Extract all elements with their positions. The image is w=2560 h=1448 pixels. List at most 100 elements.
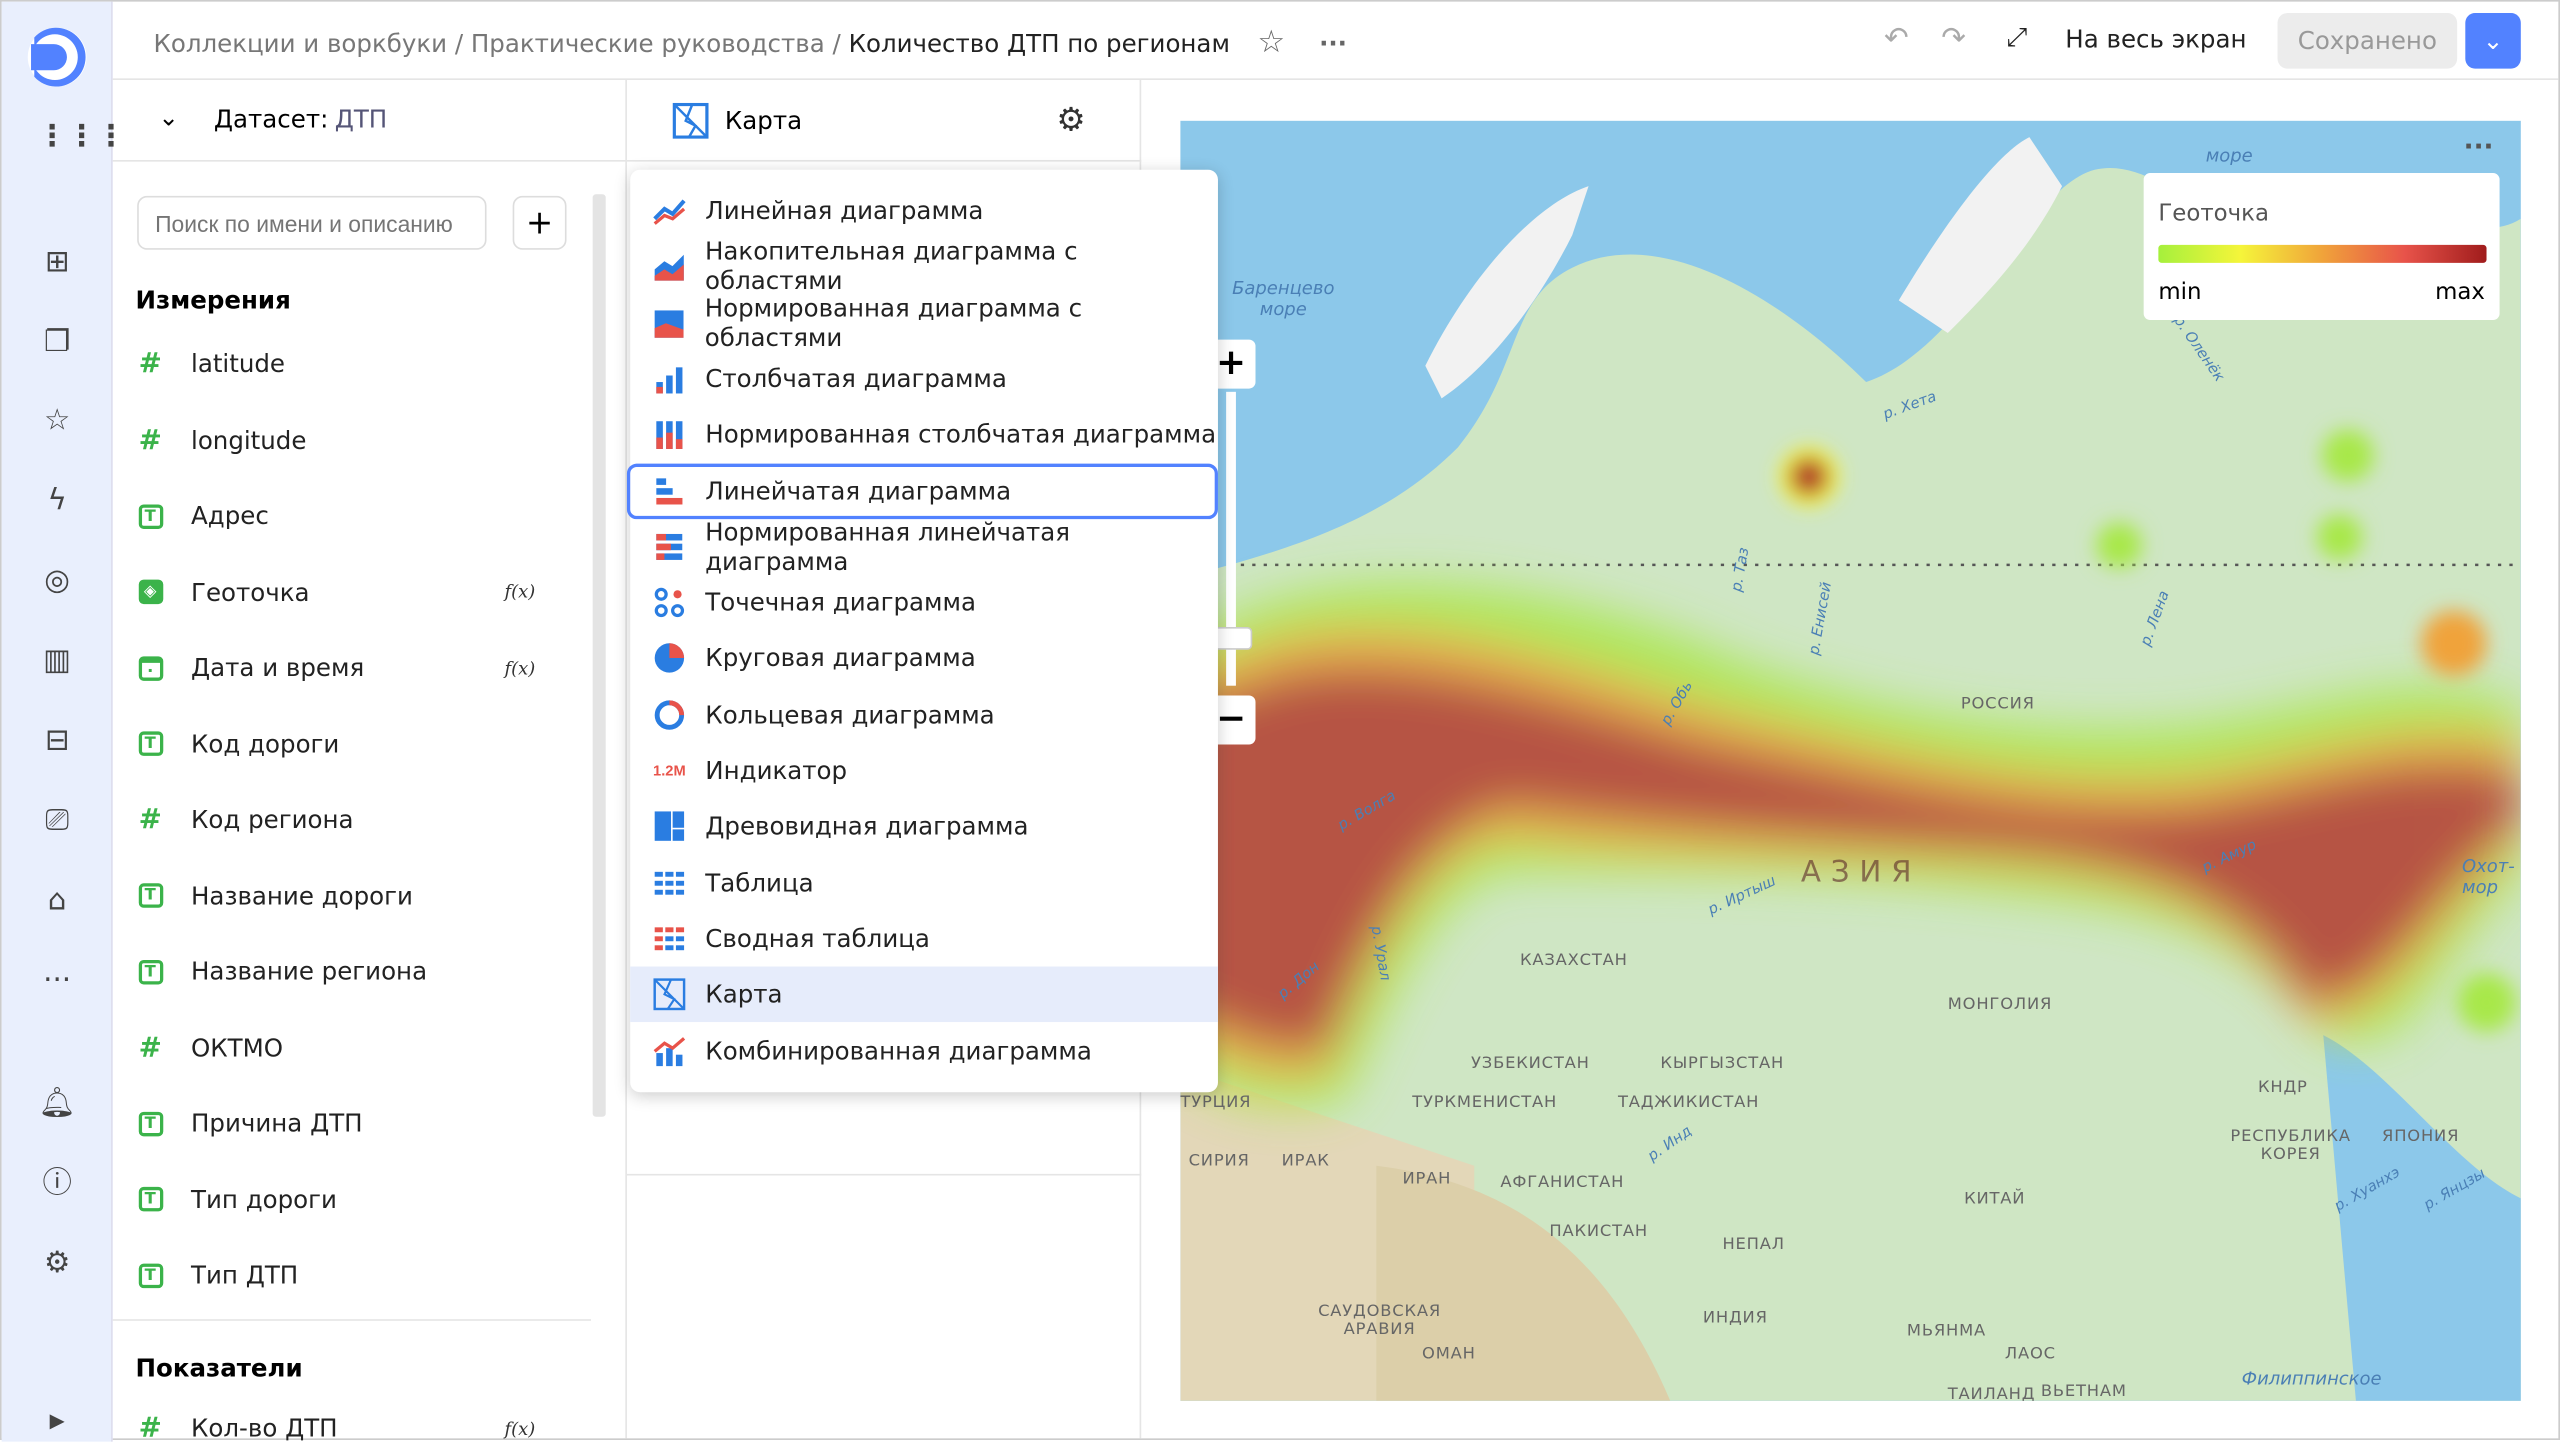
field-name: Тип дороги [191,1184,337,1214]
chart-type-item[interactable]: Линейчатая диаграмма [626,462,1218,519]
dimension-field[interactable]: # ОКТМО [136,1028,284,1067]
chart-type-item[interactable]: Кольцевая диаграмма [630,687,1218,743]
bell-icon[interactable]: 🔔︎ [38,1085,76,1120]
legend-min: min [2158,279,2202,306]
dimension-field[interactable]: # longitude [136,420,307,459]
monitoring-icon[interactable]: ⎚ [45,803,69,838]
dimension-field[interactable]: T Название региона [136,952,427,991]
dimension-field[interactable]: # Код региона [136,800,354,839]
chart-type-label: Карта [705,979,783,1010]
legend-gradient [2158,244,2487,263]
breadcrumb-item[interactable]: Практические руководства [470,29,825,59]
chart-type-label: Сводная таблица [705,923,930,954]
star-icon[interactable]: ☆ [1257,24,1286,61]
dimension-field[interactable]: T Адрес [136,496,269,535]
field-name: ОКТМО [191,1032,284,1063]
dashboards-icon[interactable]: ⊞ [44,244,70,280]
dimension-field[interactable]: · Дата и время f(x) [136,648,535,687]
svg-text:1.2M: 1.2M [653,764,686,780]
chart-type-item[interactable]: Древовидная диаграмма [630,799,1218,855]
dimension-field[interactable]: ◈ Геоточка f(x) [136,572,535,611]
chevron-down-icon[interactable]: ⌄ [158,102,179,133]
more-icon[interactable]: ··· [43,963,72,998]
help-icon[interactable]: ⓘ [42,1165,72,1200]
map-label: ТУРЦИЯ [1180,1093,1252,1112]
chart-type-dropdown: Линейная диаграмма Накопительная диаграмм… [626,169,1218,1093]
dataset-name[interactable]: ДТП [334,104,388,134]
redo-icon[interactable]: ↷ [1941,21,1966,56]
area-chart-icon [654,255,684,282]
scrollbar[interactable] [592,194,606,1117]
chart-type-item[interactable]: Нормированная диаграмма с областями [630,293,1218,352]
dimension-field[interactable]: T Тип дороги [136,1180,337,1219]
chart-type-item[interactable]: Сводная таблица [630,911,1218,967]
string-type-icon: T [136,729,165,758]
chart-type-item[interactable]: Нормированная линейчатая диаграмма [630,517,1218,576]
zoom-slider-handle[interactable] [1213,626,1253,650]
add-field-button[interactable]: + [512,195,567,250]
field-name: Адрес [191,501,269,531]
chart-type-label: Накопительная диаграмма с областями [704,237,1078,296]
chart-type-label: Нормированная линейчатая диаграмма [705,517,1070,576]
map-label: СИРИЯ [1188,1152,1250,1171]
chart-type-item[interactable]: Таблица [630,855,1218,911]
dimension-field[interactable]: # latitude [136,344,285,383]
save-dropdown-button[interactable]: ⌄ [2465,13,2521,69]
map-legend: Геоточка min max [2143,173,2500,320]
zoom-slider[interactable] [1226,391,1236,686]
chart-type-item[interactable]: Комбинированная диаграмма [630,1023,1218,1079]
formula-icon: f(x) [504,581,536,603]
apps-grid-icon[interactable]: ⋮⋮⋮ [37,119,126,154]
connections-icon[interactable]: ϟ [47,483,67,518]
fullscreen-icon[interactable]: ⤢ [2006,21,2028,53]
chart-type-item[interactable]: Нормированная столбчатая диаграмма [630,407,1218,463]
dimension-field[interactable]: T Название дороги [136,876,413,915]
more-icon[interactable]: ··· [1319,29,1348,59]
chart-type-label: Нормированная диаграмма с областями [704,293,1083,352]
chart-type-item[interactable]: Накопительная диаграмма с областями [630,237,1218,296]
reports-icon[interactable]: ⊟ [44,723,70,758]
folder-icon[interactable]: ⌂ [47,883,67,918]
chart-type-item[interactable]: Круговая диаграмма [630,631,1218,687]
table-icon [654,871,685,895]
normalized-bar-icon [656,533,683,560]
collections-icon[interactable]: ❐ [43,324,71,360]
logo[interactable] [24,24,89,89]
chart-type-item[interactable]: Столбчатая диаграмма [630,351,1218,407]
chart-type-item[interactable]: Карта [630,966,1218,1023]
chart-type-item[interactable]: Линейная диаграмма [630,183,1218,239]
chart-type-item[interactable]: 1.2M Индикатор [630,743,1218,799]
saved-button[interactable]: Сохранено [2277,13,2458,69]
map-label: ОМАН [1422,1345,1476,1364]
breadcrumb-item[interactable]: Коллекции и воркбуки [153,29,448,59]
page-title: Количество ДТП по регионам [848,29,1230,59]
map[interactable]: Баренцево море море Филиппинское Охот- м… [1180,120,2521,1401]
dimension-field[interactable]: T Причина ДТП [136,1104,363,1143]
map-canvas[interactable] [1180,121,2521,1401]
settings-icon[interactable]: ⚙ [43,1245,71,1280]
expand-icon[interactable]: ▶ [49,1408,65,1432]
map-label: ЯПОНИЯ [2382,1128,2460,1147]
measure-field[interactable]: # Кол-во ДТП f(x) [136,1409,536,1448]
string-type-icon: T [136,1184,165,1213]
gear-icon[interactable]: ⚙ [1056,99,1086,139]
line-chart-icon [653,199,686,225]
favorites-icon[interactable]: ☆ [43,403,71,438]
formula-icon: f(x) [504,657,536,679]
formula-icon: f(x) [504,1417,536,1440]
undo-icon[interactable]: ↶ [1884,21,1909,56]
field-name: Кол-во ДТП [191,1413,338,1444]
dimension-field[interactable]: T Код дороги [136,724,339,763]
chart-type-item[interactable]: Точечная диаграмма [630,575,1218,631]
string-type-icon: T [136,501,165,530]
search-input[interactable] [137,195,487,250]
charts-icon[interactable]: ▥ [43,643,72,678]
chart-type-label: Индикатор [705,755,848,786]
datasets-icon[interactable]: ◎ [44,563,70,598]
fullscreen-button[interactable]: На весь экран [2065,24,2247,54]
dimension-field[interactable]: T Тип ДТП [136,1256,298,1295]
dataset-header[interactable]: ⌄ Датасет: ДТП [112,80,627,162]
header: Коллекции и воркбуки / Практические руко… [112,2,2559,80]
map-more-icon[interactable]: ··· [2463,130,2494,162]
chart-type-selector[interactable]: Карта ⚙ [626,80,1142,162]
